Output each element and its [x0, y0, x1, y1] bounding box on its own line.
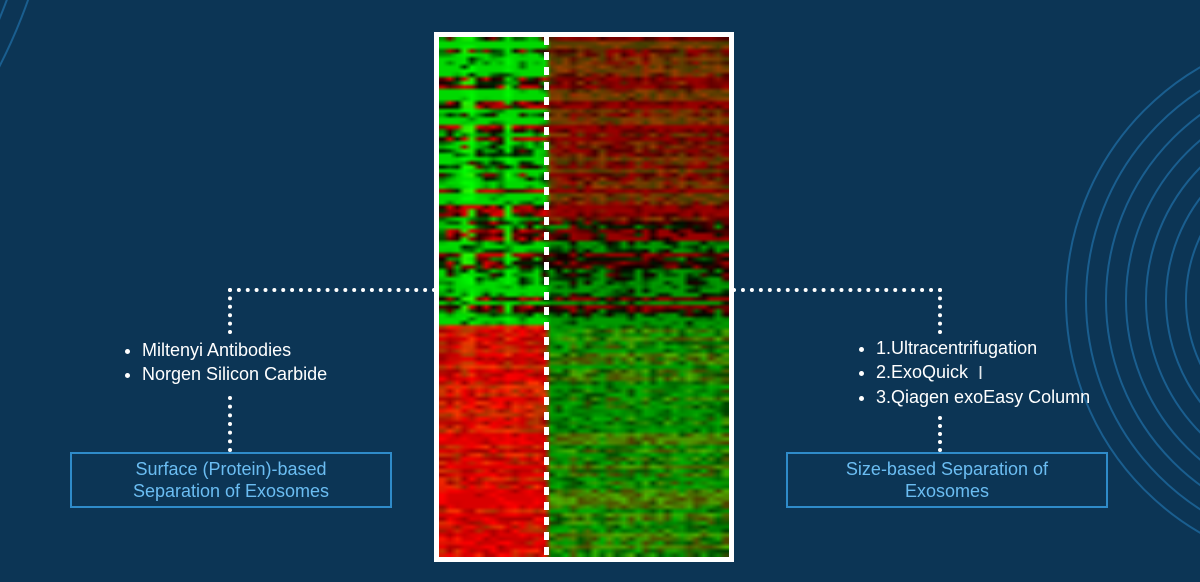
left-bullet-list: Miltenyi AntibodiesNorgen Silicon Carbid…: [120, 338, 327, 387]
left-lead-dots: [227, 287, 437, 335]
left-bullet: Norgen Silicon Carbide: [142, 362, 327, 386]
right-box-dots: [937, 415, 943, 453]
expression-heatmap: [439, 37, 729, 557]
right-bullet: 3.Qiagen exoEasy Column: [876, 385, 1090, 409]
right-category-box: Size-based Separation of Exosomes: [786, 452, 1108, 508]
left-category-box: Surface (Protein)-based Separation of Ex…: [70, 452, 392, 508]
right-lead-dots: [731, 287, 943, 335]
slide-stage: Miltenyi AntibodiesNorgen Silicon Carbid…: [0, 0, 1200, 582]
right-bullet-list: 1.Ultracentrifugation2.ExoQuickI3.Qiagen…: [854, 336, 1090, 409]
left-bullet: Miltenyi Antibodies: [142, 338, 327, 362]
right-bullet: 2.ExoQuickI: [876, 360, 1090, 384]
text-cursor-icon: I: [978, 361, 983, 385]
left-box-dots: [227, 395, 233, 453]
decor-arc: [0, 0, 60, 360]
heatmap-divider: [544, 37, 549, 557]
right-bullet: 1.Ultracentrifugation: [876, 336, 1090, 360]
